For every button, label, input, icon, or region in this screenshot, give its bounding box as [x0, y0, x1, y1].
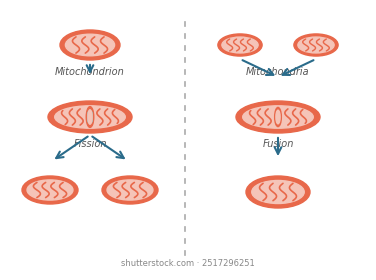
Ellipse shape — [246, 176, 310, 208]
Ellipse shape — [89, 114, 92, 116]
Ellipse shape — [88, 120, 91, 123]
Ellipse shape — [218, 34, 262, 56]
Ellipse shape — [102, 176, 158, 204]
Ellipse shape — [65, 34, 115, 56]
Ellipse shape — [276, 110, 280, 124]
Ellipse shape — [88, 112, 91, 115]
Ellipse shape — [86, 107, 94, 127]
Ellipse shape — [89, 111, 92, 114]
Text: shutterstock.com · 2517296251: shutterstock.com · 2517296251 — [121, 259, 255, 268]
Ellipse shape — [252, 181, 304, 204]
Ellipse shape — [88, 111, 91, 114]
Text: Fusion: Fusion — [262, 139, 294, 149]
Ellipse shape — [60, 30, 120, 60]
Ellipse shape — [89, 112, 92, 115]
Ellipse shape — [88, 110, 92, 124]
Ellipse shape — [88, 119, 91, 122]
Ellipse shape — [55, 106, 125, 128]
Ellipse shape — [22, 176, 78, 204]
Ellipse shape — [88, 121, 91, 123]
Ellipse shape — [243, 106, 313, 128]
Text: Fission: Fission — [73, 139, 107, 149]
Ellipse shape — [88, 116, 91, 118]
Text: Mitochondria: Mitochondria — [246, 67, 310, 77]
Ellipse shape — [88, 118, 91, 120]
Ellipse shape — [27, 180, 73, 200]
Ellipse shape — [88, 114, 91, 116]
Text: Mitochondrion: Mitochondrion — [55, 67, 125, 77]
Ellipse shape — [88, 111, 91, 113]
Ellipse shape — [294, 34, 338, 56]
Ellipse shape — [89, 119, 92, 122]
Ellipse shape — [89, 120, 92, 123]
Ellipse shape — [107, 180, 153, 200]
Ellipse shape — [89, 118, 92, 120]
Ellipse shape — [298, 37, 334, 53]
Ellipse shape — [89, 116, 92, 118]
Ellipse shape — [274, 108, 281, 127]
Ellipse shape — [48, 101, 132, 133]
Ellipse shape — [236, 101, 320, 133]
Ellipse shape — [222, 37, 258, 53]
